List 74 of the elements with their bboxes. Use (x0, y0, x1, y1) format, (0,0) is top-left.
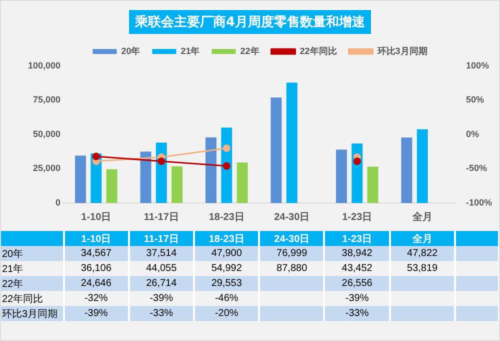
data-label: -33% (128, 306, 194, 321)
bar (416, 129, 428, 203)
data-label: 76,999 (259, 246, 324, 261)
legend-label: 21年 (180, 46, 200, 56)
data-label: -39% (324, 291, 390, 306)
bar (336, 150, 347, 203)
bar (367, 166, 378, 203)
data-label: 44,055 (128, 261, 194, 276)
x-tick-label: 18-23日 (208, 212, 244, 223)
data-label: -33% (324, 306, 390, 321)
text: 21年 (2, 264, 24, 274)
category-label: 18-23日 (208, 234, 244, 244)
bar (140, 152, 152, 203)
bar (206, 137, 216, 203)
y2-tick-label: 0% (466, 128, 479, 139)
data-label: 26,714 (128, 276, 194, 291)
legend-label: 22年 (240, 46, 260, 56)
data-label: 87,880 (259, 261, 324, 276)
point (222, 162, 230, 170)
data-label: 47,822 (390, 246, 455, 261)
data-label: 24,646 (64, 276, 129, 291)
data-label: 47,900 (194, 246, 260, 261)
data-label: 38,942 (324, 246, 390, 261)
bar (75, 156, 86, 203)
data-label: 43,452 (324, 261, 390, 276)
data-label: 34,567 (64, 246, 129, 261)
y2-tick-label: 100% (466, 60, 490, 70)
legend-label: 22年同比 (300, 46, 337, 56)
bar (401, 137, 412, 203)
bar (270, 98, 282, 203)
text: 22年同比 (2, 294, 44, 304)
data-label: -32% (64, 291, 129, 306)
y2-tick-label: -100% (466, 197, 492, 208)
y-tick-label: 0 (56, 197, 61, 208)
category-label: 1-23日 (342, 234, 372, 244)
bar (106, 169, 118, 203)
data-label: 37,514 (128, 246, 194, 261)
data-label: -39% (64, 306, 129, 321)
x-tick-label: 24-30日 (274, 212, 310, 223)
y-tick-label: 50,000 (33, 128, 61, 139)
category-label: 24-30日 (274, 234, 310, 244)
text: 20年 (2, 248, 24, 260)
y-tick-label: 75,000 (33, 94, 61, 105)
bar (286, 82, 298, 203)
category-label: 1-10日 (81, 234, 112, 244)
point (92, 152, 100, 160)
data-label: 53,819 (390, 261, 455, 276)
bar (172, 166, 183, 203)
x-tick-label: 1-23日 (342, 212, 372, 223)
y-tick-label: 100,000 (28, 60, 61, 70)
y2-tick-label: -50% (466, 163, 487, 174)
point (222, 144, 230, 152)
category-label: 全月 (412, 234, 432, 244)
point (353, 157, 361, 165)
bar (236, 162, 248, 203)
legend-label: 环比3月同期 (376, 46, 428, 56)
data-label: 54,992 (194, 261, 260, 276)
data-label: 29,553 (194, 276, 260, 291)
chart-title: 乘联会主要厂商4月周度零售数量和增速 (128, 9, 372, 35)
y-tick-label: 25,000 (33, 163, 61, 174)
data-label: -20% (194, 306, 260, 321)
text: 22年 (2, 278, 24, 290)
legend-label: 20年 (121, 46, 140, 56)
data-label: -46% (194, 291, 260, 306)
point (158, 157, 166, 165)
x-tick-label: 全月 (411, 210, 432, 223)
y2-tick-label: 50% (466, 94, 484, 105)
x-tick-label: 1-10日 (81, 212, 112, 223)
text: 环比3月同期 (2, 308, 58, 320)
data-label: 36,106 (64, 261, 129, 276)
category-label: 11-17日 (144, 234, 179, 244)
data-label: -39% (128, 291, 194, 306)
x-tick-label: 11-17日 (144, 212, 179, 223)
data-label: 26,556 (324, 276, 390, 291)
